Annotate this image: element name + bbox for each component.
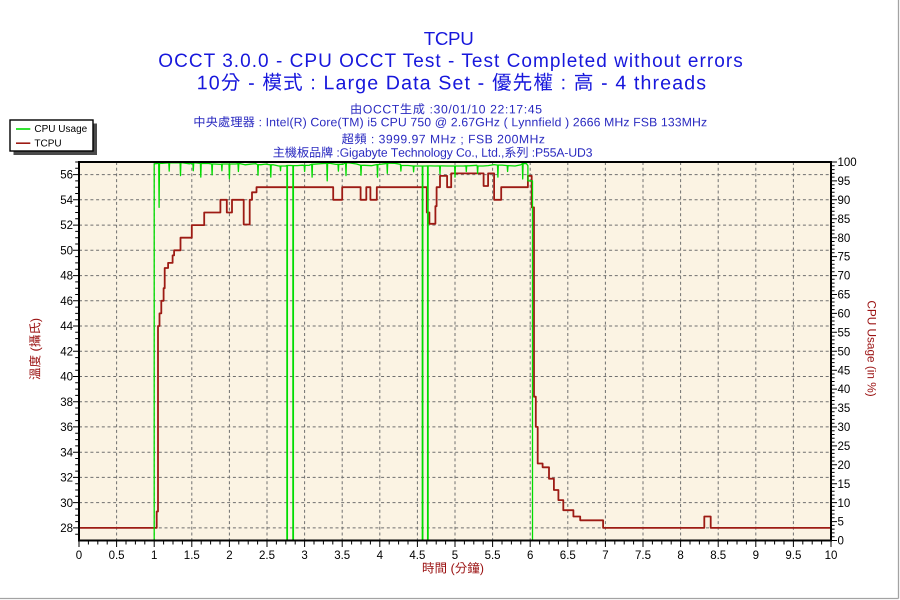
- svg-text:40: 40: [60, 372, 73, 384]
- svg-text:45: 45: [838, 365, 851, 377]
- svg-text:54: 54: [60, 195, 73, 207]
- svg-text:CPU Usage: CPU Usage: [34, 124, 87, 135]
- svg-text:65: 65: [838, 290, 851, 302]
- svg-text:CPU Usage (in %): CPU Usage (in %): [865, 300, 879, 396]
- svg-text:30: 30: [838, 422, 851, 434]
- svg-text:3.5: 3.5: [334, 550, 350, 562]
- svg-text:OCCT 3.0.0 - CPU OCCT Test - T: OCCT 3.0.0 - CPU OCCT Test - Test Comple…: [158, 51, 743, 72]
- svg-text:2: 2: [226, 550, 232, 562]
- svg-text:TCPU: TCPU: [34, 138, 61, 149]
- svg-text:50: 50: [838, 346, 851, 358]
- svg-text:44: 44: [60, 321, 73, 333]
- svg-text:20: 20: [838, 460, 851, 472]
- svg-text:8.5: 8.5: [710, 550, 726, 562]
- svg-text:8: 8: [677, 550, 683, 562]
- svg-text:0.5: 0.5: [109, 550, 125, 562]
- svg-text:1.5: 1.5: [184, 550, 200, 562]
- svg-text:5.5: 5.5: [485, 550, 501, 562]
- svg-text:6: 6: [527, 550, 533, 562]
- svg-text:95: 95: [838, 176, 851, 188]
- svg-text:50: 50: [60, 245, 73, 257]
- svg-text:0: 0: [838, 536, 844, 548]
- svg-text:52: 52: [60, 220, 73, 232]
- svg-text:32: 32: [60, 473, 73, 485]
- svg-text:34: 34: [60, 447, 73, 459]
- svg-text:40: 40: [838, 384, 851, 396]
- svg-text:35: 35: [838, 403, 851, 415]
- svg-text:TCPU: TCPU: [424, 28, 474, 49]
- svg-text:7: 7: [602, 550, 608, 562]
- svg-text:25: 25: [838, 441, 851, 453]
- svg-text:38: 38: [60, 397, 73, 409]
- svg-text:5: 5: [838, 517, 844, 529]
- svg-text:6.5: 6.5: [560, 550, 576, 562]
- svg-text:4.5: 4.5: [409, 550, 425, 562]
- svg-text:56: 56: [60, 170, 73, 182]
- svg-text:80: 80: [838, 233, 851, 245]
- svg-text:2.5: 2.5: [259, 550, 275, 562]
- svg-text:7.5: 7.5: [635, 550, 651, 562]
- svg-text:70: 70: [838, 271, 851, 283]
- svg-text:0: 0: [76, 550, 82, 562]
- svg-text:75: 75: [838, 252, 851, 264]
- svg-text:9.5: 9.5: [785, 550, 801, 562]
- svg-text:1: 1: [151, 550, 157, 562]
- svg-text:10: 10: [825, 550, 838, 562]
- svg-text:48: 48: [60, 271, 73, 283]
- svg-text:42: 42: [60, 346, 73, 358]
- svg-text:36: 36: [60, 422, 73, 434]
- svg-text:3: 3: [301, 550, 307, 562]
- svg-text:15: 15: [838, 479, 851, 491]
- svg-text:28: 28: [60, 523, 73, 535]
- svg-text:9: 9: [753, 550, 759, 562]
- svg-text:85: 85: [838, 214, 851, 226]
- svg-text:4: 4: [377, 550, 384, 562]
- svg-text:5: 5: [452, 550, 458, 562]
- svg-text:60: 60: [838, 309, 851, 321]
- svg-text:10: 10: [838, 498, 851, 510]
- svg-text:46: 46: [60, 296, 73, 308]
- svg-text:55: 55: [838, 327, 851, 339]
- svg-text:100: 100: [838, 157, 857, 169]
- svg-text:90: 90: [838, 195, 851, 207]
- svg-text:30: 30: [60, 498, 73, 510]
